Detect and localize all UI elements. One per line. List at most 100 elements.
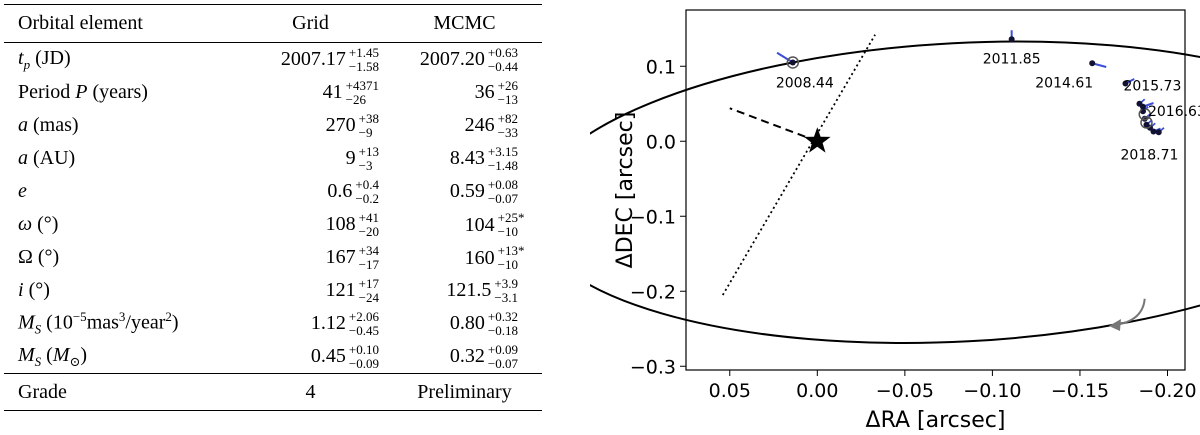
grid-uncertainty: +34 −17 — [358, 242, 379, 272]
lower-error: −0.18 — [487, 322, 518, 338]
upper-error: +34 — [358, 242, 379, 258]
x-tick-label: 0.05 — [709, 380, 751, 402]
lower-error: −3 — [358, 157, 373, 173]
mcmc-value: 8.43 +3.15 −1.48 — [387, 142, 542, 175]
element-label: a (AU) — [18, 147, 76, 169]
observation-point — [1089, 60, 1096, 67]
grid-uncertainty: +17 −24 — [358, 275, 379, 305]
grid-value: 121 +17 −24 — [234, 274, 387, 307]
y-tick-label: −0.3 — [630, 356, 676, 378]
lower-error: −13 — [497, 91, 518, 107]
row-Ms-sun: MS (M⊙) 0.45 +0.10 −0.09 0.32 +0.09 −0.07 — [4, 340, 542, 374]
upper-error: +0.08 — [487, 176, 518, 192]
grid-value: 9 +13 −3 — [234, 142, 387, 175]
grid-uncertainty: +4371 −26 — [345, 77, 379, 107]
upper-error: +26 — [497, 77, 518, 93]
lower-error: −17 — [358, 256, 379, 272]
grid-central-value: 2007.17 — [280, 48, 346, 70]
mcmc-value: 0.32 +0.09 −0.07 — [387, 340, 542, 374]
lower-error: −10 — [497, 257, 518, 273]
row-Ms-mas: MS (10−5mas3/year2) 1.12 +2.06 −0.45 0.80 +0.… — [4, 307, 542, 340]
grid-uncertainty: +13 −3 — [358, 144, 379, 173]
upper-error: +0.09 — [487, 341, 518, 357]
grid-central-value: 270 — [325, 114, 356, 136]
lower-error: −0.45 — [348, 322, 379, 338]
plot-frame — [685, 9, 1186, 371]
element-label: MS (M⊙) — [18, 343, 88, 369]
grid-uncertainty: +0.4 −0.2 — [355, 176, 379, 206]
grid-uncertainty: +38 −9 — [358, 110, 379, 140]
element-label: MS (10−5mas3/year2) — [18, 309, 179, 337]
upper-error: +4371 — [345, 77, 379, 93]
element-label: ω (°) — [18, 213, 59, 235]
mcmc-uncertainty: +0.09 −0.07 — [487, 341, 518, 371]
mcmc-value: 246 +82 −33 — [387, 109, 542, 142]
element-label: i (°) — [18, 279, 50, 301]
lower-error: −0.07 — [487, 355, 518, 371]
row-e: e 0.6 +0.4 −0.2 0.59 +0.08 −0.07 — [4, 175, 542, 208]
mcmc-value: 36 +26 −13 — [387, 76, 542, 109]
mcmc-value: 0.80 +0.32 −0.18 — [387, 307, 542, 340]
upper-error: +0.4 — [355, 176, 379, 192]
mcmc-uncertainty: +3.15 −1.48 — [488, 144, 518, 173]
lower-error: −9 — [358, 124, 373, 140]
grid-uncertainty: +1.45 −1.58 — [348, 44, 379, 74]
x-tick-label: −0.10 — [963, 380, 1021, 402]
y-tick-label: −0.1 — [630, 206, 676, 228]
lower-error: −1.58 — [348, 58, 379, 74]
grid-central-value: 41 — [322, 81, 343, 103]
header-mcmc: MCMC — [433, 12, 496, 34]
observation-point — [1008, 36, 1015, 43]
grid-value: 0.45 +0.10 −0.09 — [234, 340, 387, 374]
y-tick-label: −0.2 — [630, 281, 676, 303]
mcmc-central-value: 8.43 — [449, 147, 485, 169]
upper-error: +17 — [358, 275, 379, 291]
grid-uncertainty: +2.06 −0.45 — [348, 308, 379, 338]
observation-circle — [786, 56, 800, 69]
upper-error: +2.06 — [348, 308, 379, 324]
host-star-marker — [804, 127, 831, 153]
x-axis-label: ΔRA [arcsec] — [866, 408, 1006, 433]
lower-error: −3.1 — [494, 289, 518, 305]
mcmc-central-value: 0.80 — [449, 312, 485, 334]
epoch-label: 2018.71 — [1121, 148, 1179, 164]
lower-error: −24 — [358, 289, 379, 305]
observation-point — [1146, 124, 1153, 131]
residual-line — [776, 51, 794, 64]
grid-uncertainty: +41 −20 — [359, 210, 379, 239]
lower-error: −33 — [497, 124, 518, 140]
grid-value: 108 +41 −20 — [234, 208, 387, 241]
periastron-line — [729, 107, 818, 143]
upper-error: +13 — [497, 243, 518, 259]
mcmc-uncertainty: +0.08 −0.07 — [487, 176, 518, 206]
grade-mcmc: Preliminary — [417, 380, 512, 403]
upper-error: +3.9 — [494, 275, 518, 291]
upper-error: +1.45 — [348, 44, 379, 60]
line-of-nodes — [721, 34, 876, 296]
row-tp: tp (JD) 2007.17 +1.45 −1.58 2007.20 +0.63 −0.4… — [4, 43, 542, 77]
mcmc-central-value: 2007.20 — [419, 48, 485, 70]
observation-point — [1139, 103, 1146, 110]
grid-value: 0.6 +0.4 −0.2 — [234, 175, 387, 208]
element-label: tp (JD) — [18, 46, 71, 72]
observation-point — [1155, 129, 1162, 136]
upper-error: +0.32 — [487, 308, 518, 324]
upper-error: +38 — [358, 110, 379, 126]
row-omega: ω (°) 108 +41 −20 104 +25 −10 * — [4, 208, 542, 241]
row-period: Period P (years) 41 +4371 −26 36 +26 −13 — [4, 76, 542, 109]
mcmc-uncertainty: +0.63 −0.44 — [487, 44, 518, 74]
epoch-label: 2016.63 — [1148, 104, 1200, 120]
upper-error: +0.63 — [487, 44, 518, 60]
footnote-flag: * — [518, 242, 525, 258]
grid-value: 2007.17 +1.45 −1.58 — [234, 43, 387, 77]
upper-error: +0.10 — [348, 341, 379, 357]
mcmc-central-value: 0.32 — [449, 345, 485, 367]
mcmc-central-value: 104 — [464, 213, 495, 236]
element-label: Period P (years) — [18, 81, 148, 103]
y-tick-label: 0.0 — [646, 131, 676, 153]
grid-uncertainty: +0.10 −0.09 — [348, 341, 379, 371]
grid-central-value: 0.6 — [327, 180, 353, 202]
mcmc-central-value: 0.59 — [449, 180, 485, 202]
mcmc-value: 0.59 +0.08 −0.07 — [387, 175, 542, 208]
grid-value: 41 +4371 −26 — [234, 76, 387, 109]
